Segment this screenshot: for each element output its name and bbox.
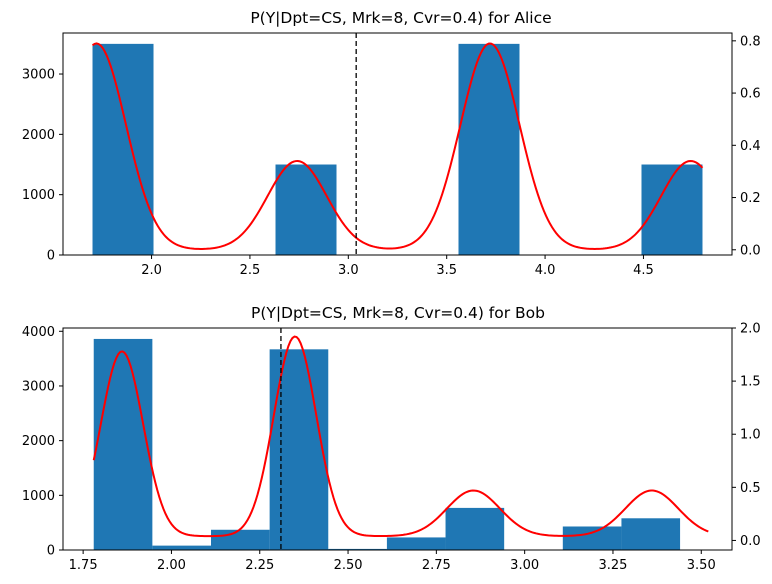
y2-tick-label: 0.0 [740,534,761,549]
y2-tick-label: 0.8 [740,34,761,49]
x-tick-label: 4.0 [535,263,556,278]
x-tick-label: 2.00 [157,558,186,573]
x-tick-label: 2.50 [334,558,363,573]
density-curve [91,42,704,250]
histogram-bar [92,43,154,255]
x-tick-label: 3.5 [436,263,457,278]
y2-tick-label: 0.4 [740,139,761,154]
y-axis-ticks: 0 1000 2000 3000 4000 [22,325,63,559]
x-axis-ticks: 1.75 2.00 2.25 2.50 2.75 3.00 3.25 3.50 [69,550,716,573]
histogram-bar [328,548,387,550]
x-tick-label: 1.75 [69,558,98,573]
histogram-bar [275,164,337,255]
histogram-bar [445,507,505,550]
x-axis-ticks: 2.0 2.5 3.0 3.5 4.0 4.5 [141,255,654,278]
histogram-bars [92,43,703,255]
y2-tick-label: 1.0 [740,428,761,443]
x-tick-label: 2.75 [422,558,451,573]
x-tick-label: 4.5 [633,263,654,278]
histogram-bar [152,545,211,550]
secondary-y-axis-ticks: 0.0 0.2 0.4 0.6 0.8 [732,34,761,258]
chart-title: P(Y|Dpt=CS, Mrk=8, Cvr=0.4) for Alice [250,9,551,27]
y2-tick-label: 2.0 [740,322,761,337]
histogram-bar [621,518,681,550]
y-tick-label: 2000 [22,434,55,449]
histogram-bar [641,164,703,255]
x-tick-label: 3.25 [598,558,627,573]
histogram-bars [93,338,681,550]
histogram-bar [93,338,153,550]
histogram-bar [210,529,270,550]
y2-tick-label: 1.5 [740,375,761,390]
y-tick-label: 1000 [22,489,55,504]
y-tick-label: 3000 [22,68,55,83]
y-tick-label: 2000 [22,128,55,143]
histogram-bar [562,526,622,550]
y-tick-label: 4000 [22,325,55,340]
x-tick-label: 2.5 [240,263,261,278]
plot-frame [62,32,733,256]
x-tick-label: 3.00 [510,558,539,573]
y-tick-label: 0 [47,249,55,264]
histogram-bar [458,43,520,255]
y-tick-label: 3000 [22,379,55,394]
y2-tick-label: 0.0 [740,243,761,258]
plot-frame [62,327,733,551]
y-axis-ticks: 0 1000 2000 3000 [22,68,63,264]
secondary-y-axis-ticks: 0.0 0.5 1.0 1.5 2.0 [732,322,761,549]
y2-tick-label: 0.6 [740,87,761,102]
chart-title: P(Y|Dpt=CS, Mrk=8, Cvr=0.4) for Bob [251,304,545,322]
y2-tick-label: 0.5 [740,481,761,496]
chart-alice: P(Y|Dpt=CS, Mrk=8, Cvr=0.4) for Alice 2.… [22,9,761,278]
histogram-bar [386,537,446,550]
density-curve [92,335,709,538]
x-tick-label: 2.25 [245,558,274,573]
x-tick-label: 3.0 [338,263,359,278]
x-tick-label: 3.50 [687,558,716,573]
x-tick-label: 2.0 [141,263,162,278]
y2-tick-label: 0.2 [740,191,761,206]
y-tick-label: 0 [47,544,55,559]
chart-bob: P(Y|Dpt=CS, Mrk=8, Cvr=0.4) for Bob 1.75… [22,304,761,573]
y-tick-label: 1000 [22,188,55,203]
histogram-bar [269,349,329,550]
